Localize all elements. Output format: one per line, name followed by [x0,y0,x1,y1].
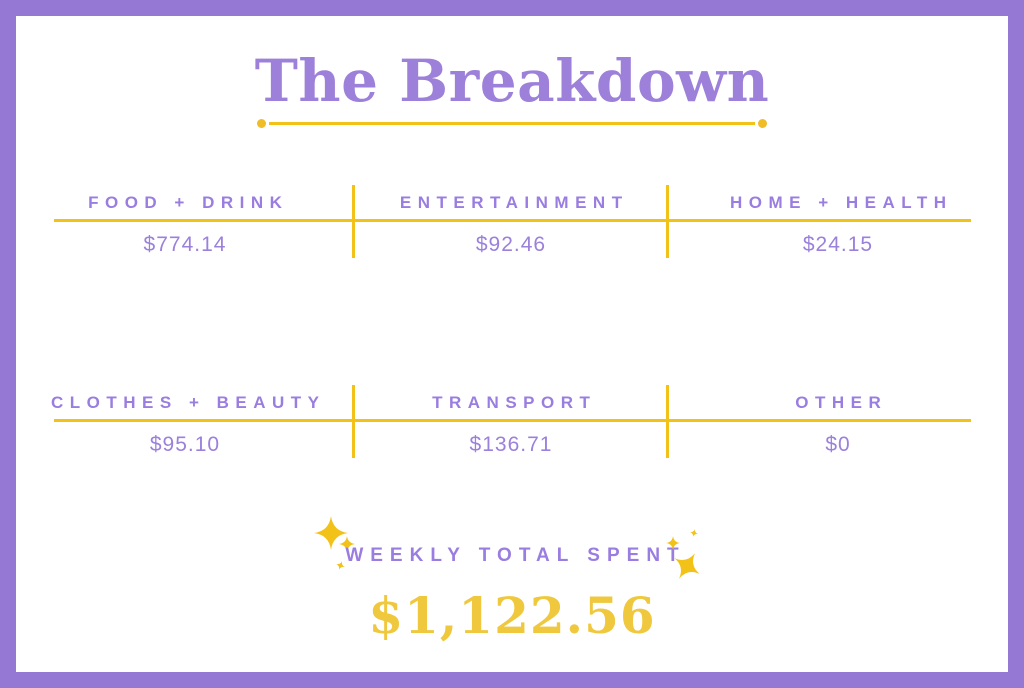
stat-label-transport: TRANSPORT [432,393,597,412]
sparkle-icon [339,536,355,552]
underline-dot-left-icon [257,119,266,128]
stat-label-clothes-beauty: CLOTHES + BEAUTY [51,393,326,412]
stat-value-home-health: $24.15 [802,233,874,256]
stat-label-other: OTHER [795,393,888,412]
stat-value-clothes-beauty: $95.10 [149,433,221,456]
row-rule [54,219,971,222]
stat-value-transport: $136.71 [469,433,553,456]
row-rule [54,419,971,422]
sparkle-icon [666,545,707,586]
stat-value-entertainment: $92.46 [475,233,547,256]
breakdown-card: The Breakdown FOOD + DRINK ENTERTAINMENT… [16,16,1008,672]
underline-dot-right-icon [758,119,767,128]
stats-row-2: CLOTHES + BEAUTY TRANSPORT OTHER $95.10 … [16,385,1008,461]
page-title: The Breakdown [254,47,770,115]
sparkle-icon [689,528,699,538]
stat-label-home-health: HOME + HEALTH [729,193,953,212]
column-divider [352,185,355,258]
sparkle-icon [314,516,348,550]
stat-label-entertainment: ENTERTAINMENT [399,193,629,212]
weekly-total-label: WEEKLY TOTAL SPENT [345,545,686,566]
column-divider [666,385,669,458]
sparkle-icon [666,536,680,550]
column-divider [352,385,355,458]
column-divider [666,185,669,258]
stats-row-1: FOOD + DRINK ENTERTAINMENT HOME + HEALTH… [16,185,1008,261]
sparkle-icon [335,560,347,572]
stat-value-food-drink: $774.14 [143,233,227,256]
stat-value-other: $0 [825,433,851,456]
weekly-total-value: $1,122.56 [368,586,656,645]
title-underline [269,122,755,125]
stat-label-food-drink: FOOD + DRINK [88,193,289,212]
